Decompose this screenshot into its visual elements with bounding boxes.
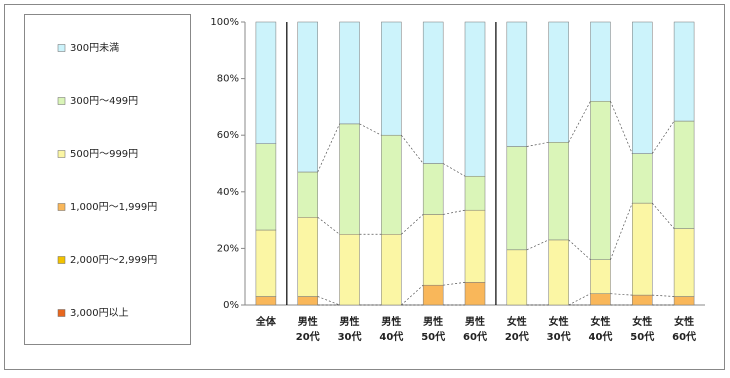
x-tick-label: 男性 <box>340 315 360 328</box>
x-tick-label: 女性 <box>674 315 694 328</box>
x-tick-label: 女性 <box>632 315 652 328</box>
bar-segment <box>381 234 402 306</box>
bar-segment <box>506 249 528 306</box>
bar-segment <box>632 21 653 154</box>
x-tick-label: 女性 <box>507 315 527 328</box>
bar-segment <box>673 296 695 306</box>
bar-segment <box>506 21 528 147</box>
legend-swatch <box>57 203 66 211</box>
bar-segment <box>673 21 695 122</box>
y-tick-label: 100% <box>210 17 239 28</box>
series-connector <box>652 202 675 229</box>
bar-segment <box>632 294 653 306</box>
series-connector <box>651 120 675 154</box>
bar-segment <box>673 120 695 229</box>
bar-segment <box>590 293 611 306</box>
series-connector <box>401 134 424 164</box>
legend-label: 500円～999円 <box>70 149 138 160</box>
x-tick-label: 男性 <box>381 315 401 328</box>
bar-segment <box>632 202 653 296</box>
x-tick-label: 男性 <box>465 315 485 328</box>
bar-segment <box>548 21 569 143</box>
legend-label: 3,000円以上 <box>70 307 129 319</box>
legend-label: 300円未満 <box>70 42 119 54</box>
bar-segment <box>255 296 277 306</box>
bar-segment <box>297 21 318 173</box>
y-tick-label: 0% <box>223 300 239 311</box>
bar-segment <box>548 142 569 241</box>
bar-segment <box>590 259 611 294</box>
bar-segment <box>464 209 486 283</box>
legend-label: 1,000円～1,999円 <box>70 202 157 213</box>
legend-swatch <box>57 256 66 264</box>
series-connector <box>401 214 424 235</box>
bar-segment <box>339 123 360 235</box>
bar-segment <box>506 146 528 251</box>
bar-segment <box>673 228 695 297</box>
x-tick-label: 50代 <box>421 330 445 343</box>
bar-segment <box>422 214 444 286</box>
x-tick-label: 60代 <box>463 330 487 343</box>
series-connector <box>359 123 382 136</box>
bar-segment <box>255 21 277 144</box>
legend-swatch <box>57 150 66 158</box>
legend-swatch <box>57 97 66 105</box>
x-tick-label: 女性 <box>590 315 610 328</box>
bar-segment <box>381 21 402 136</box>
bar-segment <box>464 175 486 211</box>
x-tick-label: 女性 <box>549 315 569 328</box>
x-tick-label: 30代 <box>338 330 362 343</box>
series-connector <box>443 163 466 177</box>
legend-swatch <box>57 309 66 317</box>
x-tick-label: 30代 <box>547 330 571 343</box>
x-tick-label: 40代 <box>379 330 403 343</box>
legend-box <box>24 14 191 345</box>
series-connector <box>568 239 591 260</box>
bar-segment <box>381 134 402 235</box>
bar-segment <box>590 21 611 102</box>
bar-segment <box>297 296 318 306</box>
x-tick-label: 全体 <box>255 315 277 328</box>
bar-segment <box>464 21 486 177</box>
x-tick-label: 50代 <box>630 330 654 343</box>
bar-segment <box>590 100 611 260</box>
series-connector <box>568 293 591 306</box>
bar-segment <box>422 21 444 164</box>
y-tick-label: 80% <box>217 74 239 85</box>
bar-segment <box>339 21 360 125</box>
series-connector <box>317 123 340 173</box>
x-tick-label: 40代 <box>588 330 612 343</box>
bar-segment <box>548 239 569 306</box>
bar-segment <box>464 282 486 306</box>
x-tick-label: 20代 <box>505 330 529 343</box>
series-connector <box>401 284 424 306</box>
y-tick-label: 60% <box>217 130 239 141</box>
series-connector <box>317 216 340 235</box>
bar-segment <box>422 284 444 306</box>
bar-segment <box>297 171 318 218</box>
series-connector <box>610 101 633 154</box>
x-tick-label: 60代 <box>672 330 696 343</box>
legend-label: 2,000円～2,999円 <box>70 255 157 266</box>
bar-segment <box>255 143 277 231</box>
x-tick-label: 男性 <box>423 315 443 328</box>
y-tick-label: 40% <box>217 187 239 198</box>
bar-segment <box>339 234 360 306</box>
bar-segment <box>632 153 653 204</box>
bar-segment <box>297 217 318 297</box>
bar-segment <box>422 163 444 215</box>
x-tick-label: 男性 <box>298 315 318 328</box>
legend-swatch <box>57 44 66 52</box>
bar-segment <box>255 229 277 297</box>
x-tick-label: 20代 <box>296 330 320 343</box>
y-tick-label: 20% <box>217 243 239 254</box>
legend-label: 300円～499円 <box>70 96 138 107</box>
